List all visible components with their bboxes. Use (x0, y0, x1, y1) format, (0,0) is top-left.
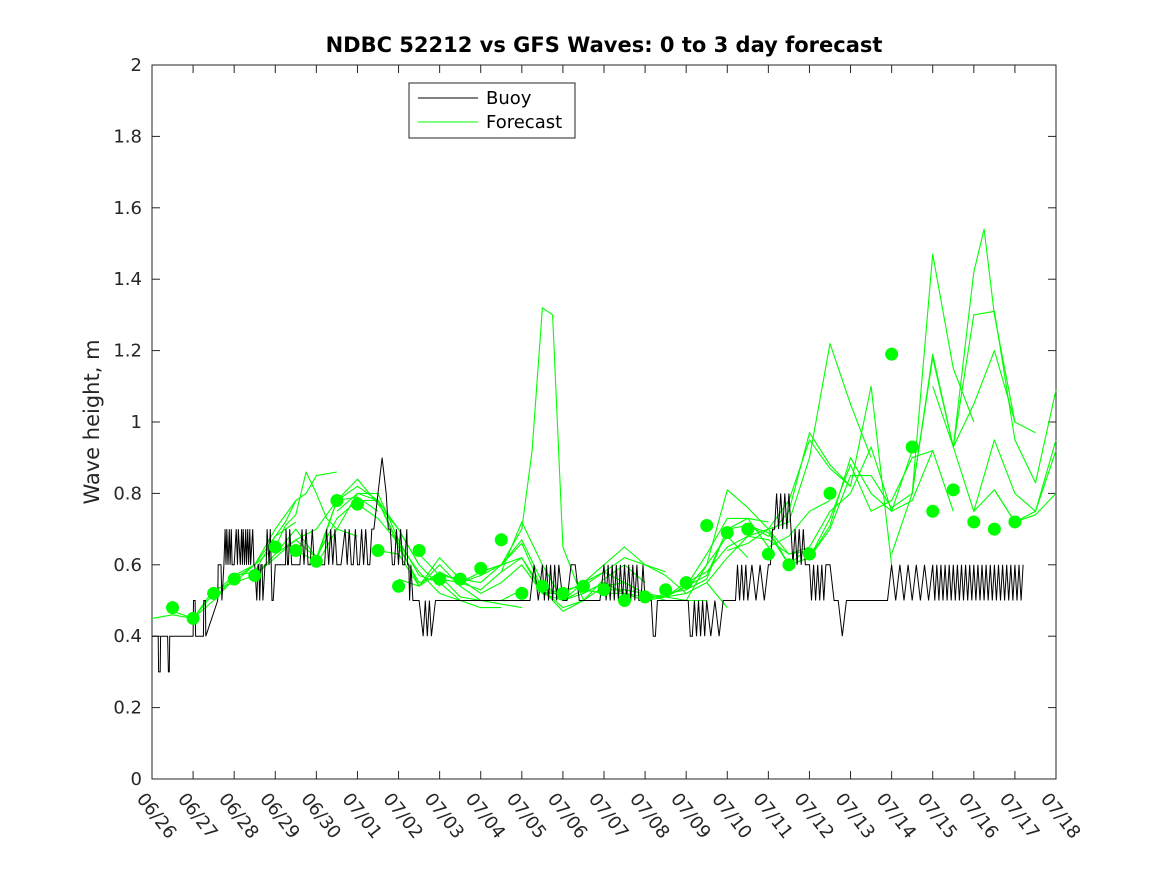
forecast-analysis-point (535, 579, 549, 593)
forecast-analysis-point (782, 558, 796, 572)
forecast-analysis-point (371, 544, 385, 558)
forecast-analysis-point (268, 540, 282, 554)
forecast-analysis-point (289, 544, 303, 558)
forecast-run-line (315, 492, 502, 609)
y-tick-label: 0.6 (113, 555, 142, 576)
forecast-analysis-point (515, 586, 529, 600)
forecast-run-line (685, 432, 851, 591)
forecast-run-line (480, 557, 646, 609)
forecast-analysis-point (412, 544, 426, 558)
forecast-analysis-point (720, 526, 734, 540)
y-tick-label: 1.2 (113, 341, 142, 362)
forecast-analysis-point (1008, 515, 1022, 529)
forecast-analysis-point (659, 583, 673, 597)
y-tick-label: 1.6 (113, 198, 142, 219)
forecast-run-line (952, 439, 1057, 512)
forecast-run-line (151, 521, 297, 619)
forecast-analysis-point (227, 572, 241, 586)
forecast-analysis-point (474, 561, 488, 575)
forecast-analysis-point (494, 533, 508, 547)
y-axis-label: Wave height, m (80, 339, 104, 504)
y-tick-label: 0.8 (113, 483, 142, 504)
forecast-analysis-point (576, 579, 590, 593)
forecast-analysis-point (885, 347, 899, 361)
forecast-analysis-point (823, 486, 837, 500)
forecast-run-line (645, 535, 810, 602)
forecast-analysis-point (309, 554, 323, 568)
forecast-run-line (993, 489, 1057, 523)
forecast-analysis-point (926, 504, 940, 518)
forecast-analysis-point (905, 440, 919, 454)
forecast-analysis-point (597, 583, 611, 597)
forecast-analysis-point (967, 515, 981, 529)
y-tick-label: 2 (131, 55, 142, 76)
forecast-analysis-point (802, 547, 816, 561)
forecast-run-line (727, 385, 893, 565)
forecast-analysis-point (679, 576, 693, 590)
forecast-run-line (418, 307, 585, 601)
forecast-analysis-point (207, 586, 221, 600)
forecast-analysis-point (987, 522, 1001, 536)
y-tick-label: 1.8 (113, 126, 142, 147)
forecast-analysis-point (248, 569, 262, 583)
forecast-analysis-point (556, 586, 570, 600)
forecast-run-line (665, 500, 831, 598)
chart-title: NDBC 52212 vs GFS Waves: 0 to 3 day fore… (326, 33, 883, 57)
forecast-analysis-point (618, 594, 632, 607)
forecast-run-line (192, 471, 337, 619)
forecast-analysis-point (186, 611, 200, 625)
forecast-analysis-point (433, 572, 447, 586)
forecast-run-line (788, 450, 954, 566)
forecast-analysis-point (453, 572, 467, 586)
series-layer (151, 228, 1057, 673)
forecast-analysis-point (350, 497, 364, 511)
y-axis: 0 0.2 0.4 0.6 0.8 1 1.2 1.4 1.6 1.8 2 (113, 55, 1056, 790)
forecast-analysis-point (946, 483, 960, 497)
y-tick-label: 0 (131, 769, 142, 790)
legend-forecast-label: Forecast (486, 112, 562, 133)
buoy-series-line (152, 457, 1024, 673)
forecast-analysis-point (761, 547, 775, 561)
y-tick-label: 1 (131, 412, 142, 433)
forecast-run-line (747, 446, 913, 566)
legend-buoy-label: Buoy (486, 88, 532, 109)
forecast-analysis-point (700, 519, 714, 533)
forecast-run-line (809, 253, 975, 559)
legend-box (408, 82, 576, 139)
legend: Buoy Forecast (408, 82, 576, 139)
forecast-analysis-point (741, 522, 755, 536)
forecast-run-line (706, 342, 872, 583)
y-tick-label: 1.4 (113, 269, 142, 290)
forecast-run-line (398, 521, 564, 601)
forecast-run-line (911, 228, 1036, 494)
y-tick-label: 0.4 (113, 626, 142, 647)
forecast-run-line (439, 539, 605, 602)
plot-area (151, 64, 1057, 780)
forecast-analysis-point (392, 579, 406, 593)
forecast-analysis-point (166, 601, 180, 615)
y-tick-label: 0.2 (113, 698, 142, 719)
forecast-analysis-point (638, 590, 652, 604)
forecast-analysis-point (330, 494, 344, 508)
forecast-run-line (254, 499, 420, 576)
